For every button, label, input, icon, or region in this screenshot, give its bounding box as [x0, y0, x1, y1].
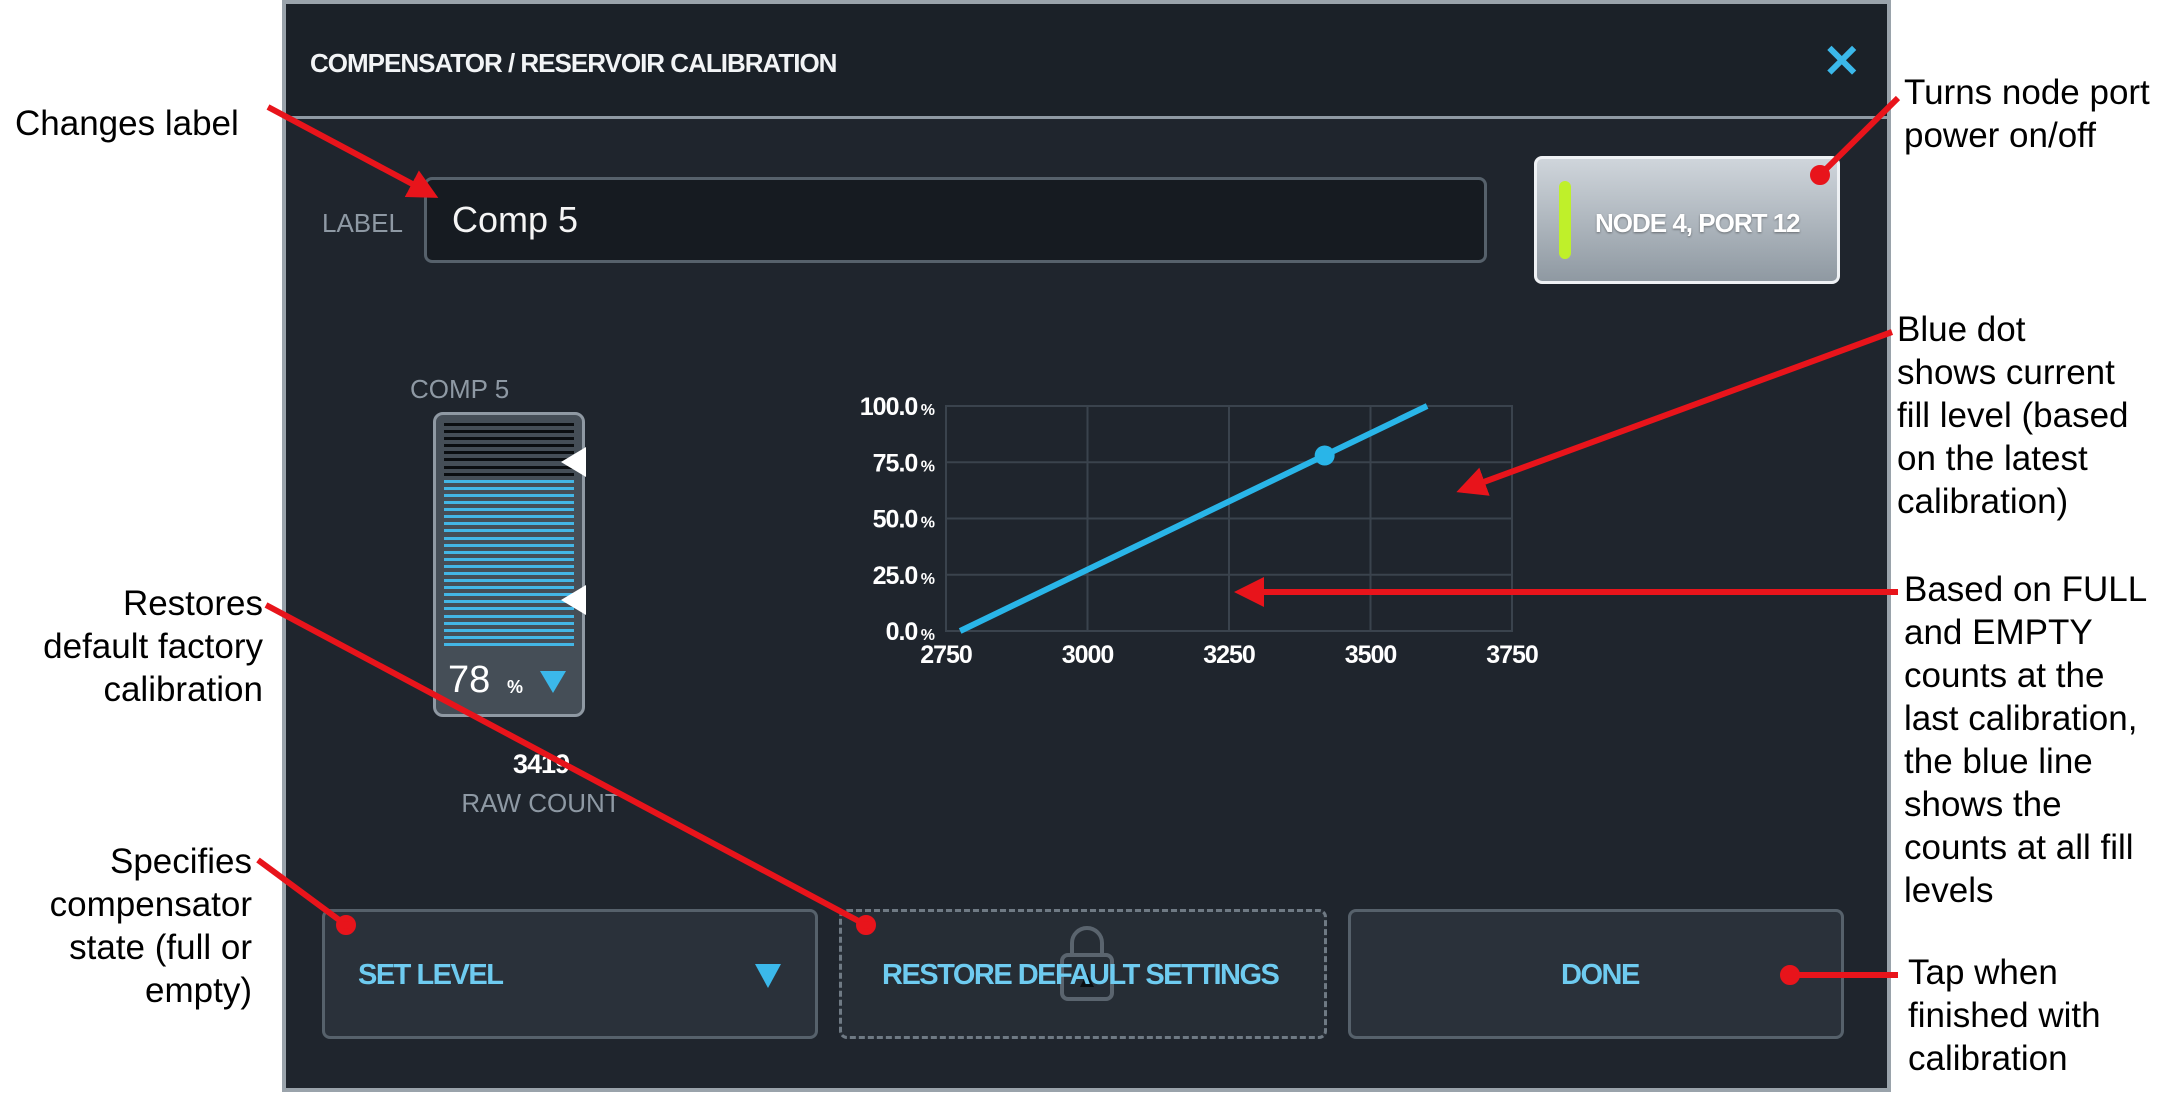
gauge-bar	[444, 607, 574, 611]
gauge-bar	[444, 451, 574, 455]
gauge-bar	[444, 472, 574, 476]
gauge-dropdown-icon[interactable]	[540, 671, 566, 693]
gauge-percent-sign: %	[507, 677, 524, 697]
done-label: DONE	[1561, 959, 1640, 991]
gauge-bar	[444, 465, 574, 469]
restore-default-label: RESTORE DEFAULT SETTINGS	[882, 959, 1280, 991]
gauge-bar	[444, 571, 574, 575]
gauge-bar	[444, 522, 574, 526]
power-led-icon	[1559, 181, 1571, 259]
dot-node-power	[1810, 165, 1830, 185]
done-button[interactable]: DONE	[1348, 909, 1844, 1039]
annotation-set-level: Specifies compensator state (full or emp…	[49, 842, 252, 1010]
arrow-node-power	[1817, 95, 1901, 178]
set-level-label: SET LEVEL	[358, 959, 504, 991]
gauge-bar	[444, 515, 574, 519]
gauge-percent: 78	[448, 659, 491, 701]
gauge-bar	[444, 458, 574, 462]
gauge-bar	[444, 423, 574, 426]
arrow-blue-dot	[1456, 329, 1894, 496]
x-tick-label: 3500	[1345, 641, 1397, 669]
gauge-bar	[444, 479, 574, 483]
x-tick-label: 3750	[1486, 641, 1538, 669]
calibration-line	[958, 403, 1429, 634]
arrow-set-level	[256, 857, 348, 928]
gauge-bar	[444, 586, 574, 590]
node-port-label: NODE 4, PORT 12	[1595, 208, 1801, 238]
x-tick-label: 2750	[920, 641, 972, 669]
y-tick-label: 100.0 %	[860, 396, 935, 421]
restore-default-button[interactable]: RESTORE DEFAULT SETTINGS	[839, 909, 1327, 1039]
dialog-titlebar: COMPENSATOR / RESERVOIR CALIBRATION ✕	[286, 4, 1887, 119]
calibration-dialog: COMPENSATOR / RESERVOIR CALIBRATION ✕ LA…	[282, 0, 1891, 1092]
gauge-bar	[444, 493, 574, 497]
gauge-bar	[444, 536, 574, 540]
current-level-dot	[1314, 445, 1335, 466]
gauge-bar	[444, 543, 574, 547]
dot-set-level	[336, 915, 356, 935]
annotation-blue-line: Based on FULL and EMPTY counts at the la…	[1904, 570, 2148, 910]
annotation-node-power: Turns node port power on/off	[1904, 73, 2150, 155]
gauge-bar	[444, 444, 574, 448]
gauge-bar	[444, 550, 574, 554]
gauge-bar	[444, 508, 574, 512]
gauge-bar	[444, 600, 574, 604]
gauge-bar	[444, 529, 574, 533]
gauge-caption: COMP 5	[410, 374, 510, 404]
annotation-done: Tap when finished with calibration	[1908, 953, 2101, 1078]
gauge-bar	[444, 621, 574, 625]
empty-marker-icon[interactable]	[561, 585, 586, 615]
gauge-bar	[444, 557, 574, 561]
x-tick-label: 3250	[1203, 641, 1255, 669]
gauge-bar	[444, 501, 574, 505]
raw-count-caption: RAW COUNT	[461, 788, 621, 818]
gauge-bar	[444, 642, 574, 646]
full-marker-icon[interactable]	[561, 447, 586, 477]
chevron-down-icon	[755, 964, 781, 988]
dialog-title: COMPENSATOR / RESERVOIR CALIBRATION	[310, 48, 837, 78]
gauge-bar	[444, 635, 574, 639]
node-port-power-button[interactable]: NODE 4, PORT 12	[1534, 156, 1840, 284]
set-level-button[interactable]: SET LEVEL	[322, 909, 818, 1039]
label-input[interactable]	[424, 177, 1487, 263]
gauge-bar	[444, 437, 574, 441]
close-icon[interactable]: ✕	[1822, 35, 1861, 87]
gauge-bar	[444, 430, 574, 434]
gauge-bar	[444, 614, 574, 618]
gauge-bar	[444, 628, 574, 632]
annotation-changes-label: Changes label	[15, 104, 239, 143]
dot-done	[1780, 965, 1800, 985]
annotation-restore: Restores default factory calibration	[43, 584, 263, 709]
fill-level-gauge: 78 %	[433, 412, 585, 717]
gauge-bar	[444, 564, 574, 568]
gauge-bar	[444, 593, 574, 597]
dot-restore	[856, 915, 876, 935]
gauge-bar	[444, 579, 574, 583]
y-tick-label: 50.0 %	[873, 506, 935, 534]
lock-icon	[1060, 926, 1114, 1001]
arrow-restore	[264, 602, 868, 928]
y-tick-label: 0.0 %	[886, 618, 935, 646]
y-tick-label: 25.0 %	[873, 562, 935, 590]
annotation-blue-dot: Blue dot shows current fill level (based…	[1897, 310, 2129, 521]
x-tick-label: 3000	[1062, 641, 1114, 669]
label-caption: LABEL	[322, 208, 403, 238]
gauge-bars	[444, 423, 574, 650]
arrow-changes-label	[266, 104, 439, 198]
gauge-bar	[444, 486, 574, 490]
